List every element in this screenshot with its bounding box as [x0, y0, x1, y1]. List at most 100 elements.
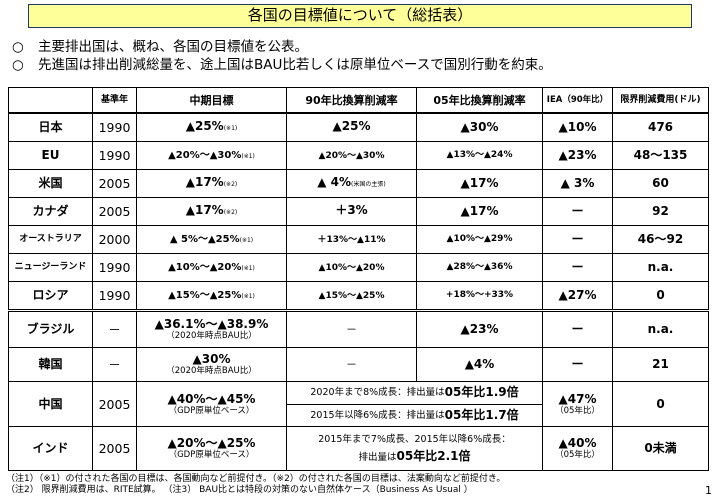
reduction-90: ▲10%～▲20%: [286, 253, 417, 282]
table-row: 韓国 － ▲30% （2020年時点BAU比） － ▲4% ー 21: [8, 347, 709, 382]
growth-projection: 2020年まで8%成長：排出量は 05年比1.9倍 2015年以降6%成長：排出量…: [286, 381, 543, 427]
iea-value: ー: [542, 197, 613, 226]
mid-target: ▲20%～▲30%(※1): [136, 141, 287, 170]
iea-value: ー: [542, 253, 613, 282]
country-name: 米国: [8, 169, 93, 198]
iea-value: ー: [542, 225, 613, 254]
table-row: オーストラリア 2000 ▲ 5%～▲25%(※1) ＋13%～▲11% ▲10%～▲2…: [8, 225, 709, 254]
table-row: 日本 1990 ▲25%(※1) ▲25% ▲30% ▲10% 476: [8, 112, 709, 142]
base-year: 2000: [92, 225, 137, 254]
table-row: EU 1990 ▲20%～▲30%(※1) ▲20%～▲30% ▲13%～▲24% ▲23…: [8, 141, 709, 170]
mid-target: ▲20%～▲25% （GDP原単位ベース）: [136, 426, 287, 471]
mid-target: ▲17%(※2): [136, 169, 287, 198]
circle-bullet-icon: ○: [12, 57, 24, 73]
marginal-cost: n.a.: [612, 253, 709, 282]
marginal-cost: 476: [612, 112, 709, 142]
iea-value: ▲40% （05年比）: [542, 426, 613, 471]
reduction-05: ▲17%: [416, 169, 543, 198]
marginal-cost: 0: [612, 281, 709, 310]
base-year: 1990: [92, 112, 137, 142]
header-90-reduction: 90年比換算削減率: [286, 87, 417, 114]
marginal-cost: 0未満: [612, 426, 709, 471]
header-mid-target: 中期目標: [136, 87, 287, 114]
header-marginal-cost: 限界削減費用(ドル): [612, 87, 709, 114]
mid-target: ▲30% （2020年時点BAU比）: [136, 347, 287, 382]
base-year: 1990: [92, 253, 137, 282]
country-brazil: ブラジル: [8, 311, 93, 348]
mid-target: ▲25%(※1): [136, 112, 287, 142]
mid-target: ▲10%～▲20%(※1): [136, 253, 287, 282]
projection-line-1: 2020年まで8%成長：排出量は 05年比1.9倍: [310, 385, 519, 400]
country-name: 日本: [8, 112, 93, 142]
reduction-90: ▲ 4%(米国の主張): [286, 169, 417, 198]
header-base-year: 基準年: [92, 87, 137, 114]
country-india: インド: [8, 426, 93, 471]
country-china: 中国: [8, 381, 93, 427]
base-year: 2005: [92, 426, 137, 471]
reduction-05: ▲10%～▲29%: [416, 225, 543, 254]
marginal-cost: 21: [612, 347, 709, 382]
iea-value: ▲10%: [542, 112, 613, 142]
reduction-05: +18%～+33%: [416, 281, 543, 310]
base-year: 1990: [92, 141, 137, 170]
country-korea: 韓国: [8, 347, 93, 382]
header-blank: [8, 87, 93, 114]
iea-value: ー: [542, 311, 613, 348]
iea-value: ▲47% （05年比）: [542, 381, 613, 427]
table-header-row: 基準年 中期目標 90年比換算削減率 05年比換算削減率 IEA（90年比） 限…: [8, 87, 709, 114]
base-year: 2005: [92, 197, 137, 226]
base-year: 2005: [92, 381, 137, 427]
iea-value: ▲ 3%: [542, 169, 613, 198]
reduction-90: －: [286, 311, 417, 348]
base-year: －: [92, 311, 137, 348]
country-name: オーストラリア: [8, 225, 93, 254]
reduction-05: ▲13%～▲24%: [416, 141, 543, 170]
marginal-cost: 60: [612, 169, 709, 198]
developed-countries-table: 基準年 中期目標 90年比換算削減率 05年比換算削減率 IEA（90年比） 限…: [8, 87, 709, 310]
table-row: ブラジル － ▲36.1%～▲38.9% （2020年時点BAU比） － ▲23%…: [8, 311, 709, 348]
country-name: ニュージーランド: [8, 253, 93, 282]
page-number: 1: [705, 484, 712, 497]
summary-bullets: ○ 主要排出国は、概ね、各国の目標値を公表。 ○ 先進国は排出削減総量を、途上国はB…: [12, 38, 552, 74]
header-05-reduction: 05年比換算削減率: [416, 87, 543, 114]
table-row: ニュージーランド 1990 ▲10%～▲20%(※1) ▲10%～▲20% ▲28%～▲…: [8, 253, 709, 282]
table-row: カナダ 2005 ▲17%(※2) ＋3% ▲17% ー 92: [8, 197, 709, 226]
country-name: EU: [8, 141, 93, 170]
table-row: ロシア 1990 ▲15%～▲25%(※1) ▲15%～▲25% +18%～+33% ▲2…: [8, 281, 709, 310]
reduction-90: ▲15%～▲25%: [286, 281, 417, 310]
footnotes: （注1）（※1）の付された各国の目標は、各国動向など前提付き。（※2）の付された…: [6, 474, 505, 496]
iea-value: ▲27%: [542, 281, 613, 310]
reduction-90: ▲20%～▲30%: [286, 141, 417, 170]
bullet-1: ○ 主要排出国は、概ね、各国の目標値を公表。: [12, 39, 308, 55]
circle-bullet-icon: ○: [12, 39, 24, 55]
bullet-2: ○ 先進国は排出削減総量を、途上国はBAU比若しくは原単位ベースで国別行動を約束。: [12, 57, 552, 73]
reduction-90: ▲25%: [286, 112, 417, 142]
base-year: 2005: [92, 169, 137, 198]
reduction-05: ▲4%: [416, 347, 543, 382]
reduction-05: ▲28%～▲36%: [416, 253, 543, 282]
mid-target: ▲40%～▲45% （GDP原単位ベース）: [136, 381, 287, 427]
header-iea: IEA（90年比）: [542, 87, 613, 114]
reduction-90: ＋13%～▲11%: [286, 225, 417, 254]
growth-projection: 2015年まで7%成長、2015年以降6%成長： 排出量は05年比2.1倍: [286, 426, 543, 471]
mid-target: ▲17%(※2): [136, 197, 287, 226]
table-row: 中国 2005 ▲40%～▲45% （GDP原単位ベース） 2020年まで8%成長…: [8, 381, 709, 427]
marginal-cost: 48～135: [612, 141, 709, 170]
country-name: ロシア: [8, 281, 93, 310]
mid-target: ▲15%～▲25%(※1): [136, 281, 287, 310]
iea-value: ー: [542, 347, 613, 382]
iea-value: ▲23%: [542, 141, 613, 170]
developing-countries-table: ブラジル － ▲36.1%～▲38.9% （2020年時点BAU比） － ▲23%…: [8, 311, 709, 471]
footnote-1: （注1）（※1）の付された各国の目標は、各国動向など前提付き。（※2）の付された…: [6, 474, 506, 484]
projection-line-2: 2015年以降6%成長：排出量は 05年比1.7倍: [287, 403, 542, 426]
reduction-90: ＋3%: [286, 197, 417, 226]
table-row: インド 2005 ▲20%～▲25% （GDP原単位ベース） 2015年まで7%成…: [8, 426, 709, 471]
footnote-2: （注2） 限界削減費用は、RITE試算。 （注3） BAU比とは特段の対策のない…: [6, 485, 473, 495]
marginal-cost: 0: [612, 381, 709, 427]
mid-target: ▲ 5%～▲25%(※1): [136, 225, 287, 254]
marginal-cost: n.a.: [612, 311, 709, 348]
mid-target: ▲36.1%～▲38.9% （2020年時点BAU比）: [136, 311, 287, 348]
reduction-05: ▲17%: [416, 197, 543, 226]
reduction-90: －: [286, 347, 417, 382]
marginal-cost: 92: [612, 197, 709, 226]
